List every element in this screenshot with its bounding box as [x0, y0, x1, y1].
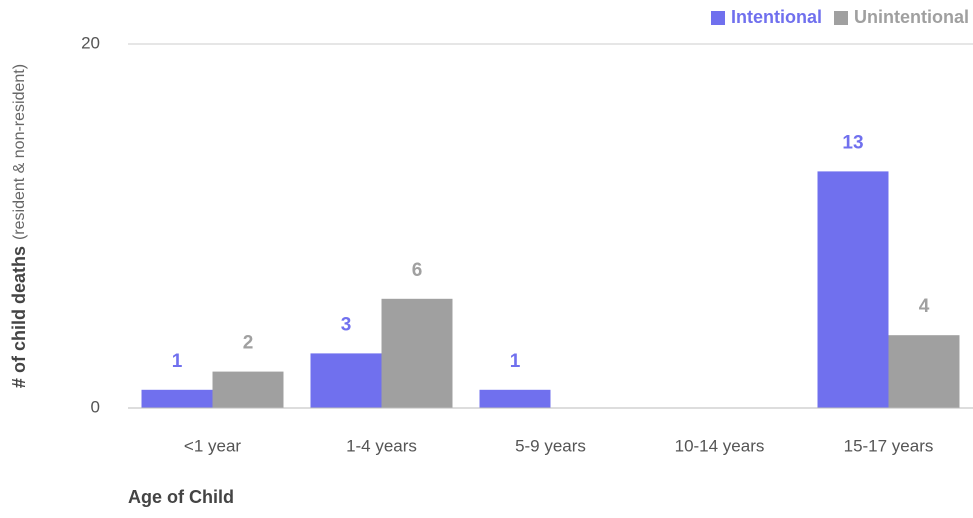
x-axis-title: Age of Child	[128, 487, 234, 507]
value-label: 1	[510, 351, 521, 372]
bar	[141, 389, 213, 408]
y-axis-title: # of child deaths (resident & non-residen…	[9, 64, 29, 388]
y-axis-title-main: # of child deaths	[9, 246, 29, 388]
bar	[212, 371, 284, 408]
value-label: 1	[172, 351, 183, 372]
value-label: 3	[341, 314, 352, 335]
x-tick-label: <1 year	[184, 436, 242, 455]
x-tick-label: 1-4 years	[346, 436, 417, 455]
value-label: 4	[919, 296, 930, 317]
legend-label: Intentional	[731, 7, 822, 27]
bar	[310, 353, 382, 408]
bar	[817, 171, 889, 408]
legend-label: Unintentional	[854, 7, 969, 27]
y-tick-label: 20	[81, 33, 100, 52]
value-label: 13	[842, 132, 863, 153]
value-label: 2	[243, 333, 254, 354]
value-label: 6	[412, 260, 423, 281]
x-tick-label: 5-9 years	[515, 436, 586, 455]
x-tick-label: 15-17 years	[844, 436, 934, 455]
y-tick-label: 0	[91, 397, 100, 416]
x-tick-label: 10-14 years	[675, 436, 765, 455]
y-axis-title-note: (resident & non-resident)	[11, 64, 28, 240]
legend-swatch	[711, 11, 725, 25]
bar	[381, 298, 453, 408]
bar	[888, 335, 960, 408]
legend-swatch	[834, 11, 848, 25]
bar	[479, 389, 551, 408]
